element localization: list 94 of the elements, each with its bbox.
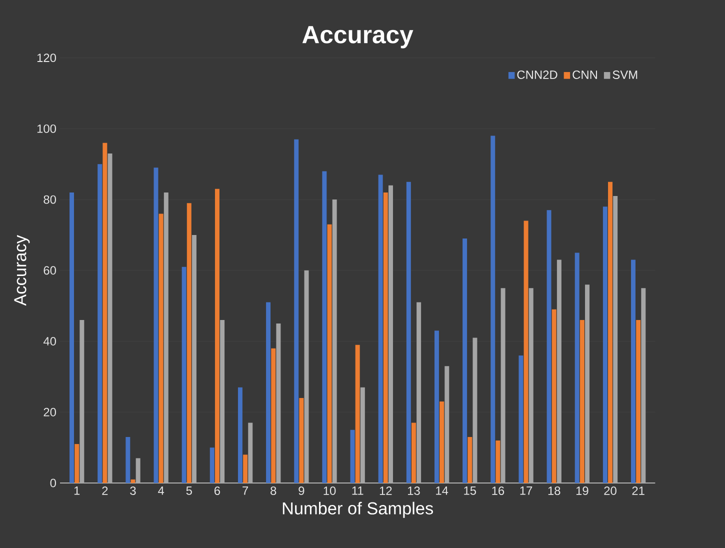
bar [524,220,528,483]
bar [192,234,196,483]
x-tick-label: 14 [436,486,448,495]
y-tick-label: 20 [44,408,56,416]
bar [243,454,248,483]
bar [136,458,140,483]
bar [98,164,102,483]
x-axis-title: Number of Samples [282,502,433,518]
bar [406,182,411,483]
bar [210,448,214,483]
bar [574,252,580,483]
x-tick-label: 3 [130,486,136,495]
bar [126,436,130,483]
y-tick-label: 80 [44,195,56,204]
x-tick-label: 16 [492,486,504,495]
bar [383,192,388,483]
bar [434,330,439,483]
x-tick-label: 5 [186,486,192,495]
bar [70,192,74,483]
bar [528,288,534,483]
bar [490,136,496,483]
bar [332,200,337,483]
bar [378,174,383,483]
bar [271,348,276,483]
bar [602,206,608,483]
x-tick-label: 7 [242,486,248,495]
bar [440,402,444,483]
bar [220,320,225,483]
bar [266,302,271,483]
legend-label: SVM [612,70,638,79]
bar [613,196,618,483]
bar [388,185,393,483]
bar [636,320,641,483]
bar [416,302,422,483]
bar [556,260,562,483]
x-tick-label: 19 [576,486,588,495]
bar [102,142,108,483]
bar [546,210,552,483]
bar [154,168,158,483]
bar [164,192,168,483]
y-tick-label: 100 [37,124,56,133]
bar [444,366,450,483]
x-tick-label: 20 [604,486,616,495]
bar [248,422,253,483]
x-tick-label: 11 [352,486,364,495]
bar [580,320,584,483]
bar [631,260,636,483]
bar [500,288,506,483]
x-tick-label: 9 [298,486,304,495]
x-tick-label: 15 [464,486,476,495]
bar [214,188,220,483]
bar [608,182,612,483]
bar [74,444,80,483]
bar [496,440,500,483]
legend-label: CNN2D [517,70,558,79]
y-tick-label: 0 [50,478,56,488]
y-tick-label: 40 [43,337,56,346]
bar [360,387,365,483]
bar [276,324,281,483]
bar [158,214,164,483]
bar [641,288,646,483]
bar [182,266,186,483]
x-tick-label: 21 [632,486,644,495]
chart-title: Accuracy [302,26,414,48]
bar [462,238,468,483]
bar [518,355,524,483]
x-tick-label: 18 [548,486,560,495]
bar [327,224,332,483]
x-tick-label: 2 [102,486,108,495]
x-tick-label: 4 [158,486,164,495]
x-tick-label: 6 [214,486,220,495]
bar [238,387,242,483]
bar [355,344,360,483]
bar [552,309,556,483]
y-tick-label: 60 [44,266,56,275]
bar [585,284,590,483]
legend-label: CNN [572,70,597,79]
x-tick-label: 12 [380,486,392,495]
bar [322,171,327,483]
bar [411,422,416,483]
bar [294,139,299,483]
y-tick-label: 120 [37,54,56,62]
bar [472,338,478,483]
x-tick-label: 17 [520,486,532,495]
x-tick-label: 10 [324,486,336,495]
bar [299,398,304,483]
bar [80,320,84,483]
x-tick-label: 13 [408,486,420,495]
bar [468,436,472,483]
bar [186,203,192,483]
x-tick-label: 1 [74,486,80,495]
x-tick-label: 8 [270,486,276,495]
y-axis-title: Accuracy [14,235,30,306]
bar [304,270,309,483]
